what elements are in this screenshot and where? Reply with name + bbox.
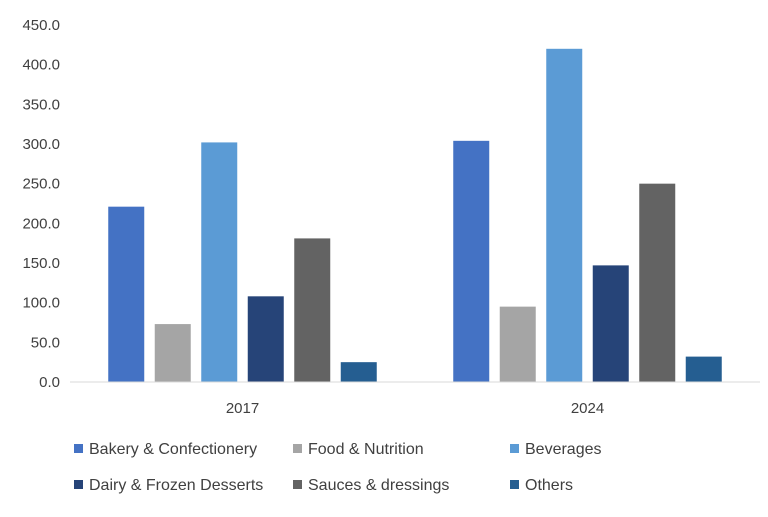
y-tick-label: 250.0 [22,176,60,193]
legend-label: Sauces & dressings [308,477,449,494]
legend: Bakery & Confectionery Food & Nutrition Be… [74,441,602,494]
y-tick-label: 300.0 [22,136,60,153]
legend-swatch [510,480,519,489]
legend-swatch [293,444,302,453]
bar-bakery-confectionery-2024 [453,140,490,382]
legend-label: Beverages [525,441,602,458]
bar-dairy-frozen-desserts-2024 [592,265,629,382]
y-tick-label: 150.0 [22,255,60,272]
x-axis: 2017 2024 [226,400,604,417]
legend-item: Sauces & dressings [293,477,449,494]
legend-item: Dairy & Frozen Desserts [74,477,263,494]
legend-item: Bakery & Confectionery [74,441,257,458]
y-tick-label: 350.0 [22,96,60,113]
legend-item: Beverages [510,441,602,458]
bar-bakery-confectionery-2017 [108,206,145,382]
x-category-label: 2017 [226,400,259,417]
legend-swatch [74,480,83,489]
legend-item: Food & Nutrition [293,441,424,458]
y-tick-label: 400.0 [22,57,60,74]
y-axis: 0.0 50.0 100.0 150.0 200.0 250.0 300.0 350.0 400… [22,17,60,391]
bar-food-nutrition-2024 [499,306,536,382]
legend-swatch [293,480,302,489]
bars [108,48,722,383]
bar-sauces-dressings-2017 [294,238,331,382]
bar-beverages-2017 [201,142,238,382]
legend-swatch [74,444,83,453]
bar-others-2017 [340,362,377,382]
legend-label: Bakery & Confectionery [89,441,257,458]
bar-dairy-frozen-desserts-2017 [247,296,284,382]
y-tick-label: 450.0 [22,17,60,34]
legend-label: Food & Nutrition [308,441,424,458]
bar-others-2024 [685,356,722,382]
bar-sauces-dressings-2024 [639,183,676,382]
y-tick-label: 200.0 [22,215,60,232]
y-tick-label: 0.0 [39,374,60,391]
bar-food-nutrition-2017 [154,324,191,382]
y-tick-label: 100.0 [22,295,60,312]
legend-item: Others [510,477,573,494]
legend-swatch [510,444,519,453]
y-tick-label: 50.0 [31,334,60,351]
legend-label: Others [525,477,573,494]
x-category-label: 2024 [571,400,604,417]
legend-label: Dairy & Frozen Desserts [89,477,263,494]
bar-beverages-2024 [546,48,583,383]
